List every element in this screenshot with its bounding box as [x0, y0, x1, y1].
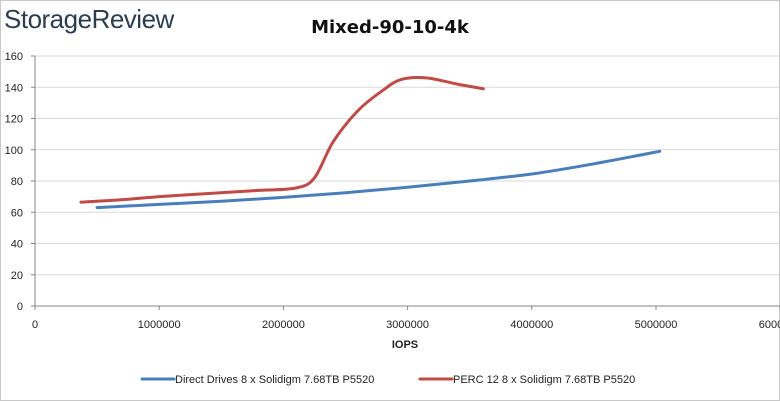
- x-tick-label-3000000: 3000000: [386, 319, 429, 331]
- x-tick-label-0: 0: [32, 319, 38, 331]
- legend: Direct Drives 8 x Solidigm 7.68TB P5520 …: [140, 374, 635, 386]
- storagereview-logo: StorageReview: [4, 4, 175, 34]
- y-tick-label-0: 0: [17, 301, 23, 313]
- x-tick-label-4000000: 4000000: [510, 319, 553, 331]
- series-line-direct-drives: [95, 149, 662, 210]
- y-tick-label-160: 160: [5, 51, 23, 63]
- y-axis-ticks: 0 20 40 60 80 100 120 140 160: [5, 51, 35, 313]
- y-tick-label-140: 140: [5, 82, 23, 94]
- y-tick-label-60: 60: [11, 207, 23, 219]
- series-line-perc-12: [79, 75, 485, 204]
- x-tick-label-2000000: 2000000: [262, 319, 305, 331]
- x-axis-label: IOPS: [392, 339, 418, 351]
- legend-label-perc-12: PERC 12 8 x Solidigm 7.68TB P5520: [453, 374, 635, 386]
- x-axis-ticks: 0 1000000 2000000 3000000 4000000 5000000 6000…: [32, 306, 780, 331]
- x-tick-label-6000000: 6000000: [759, 319, 780, 331]
- x-tick-label-5000000: 5000000: [635, 319, 678, 331]
- series-lines: [79, 75, 662, 210]
- y-tick-label-20: 20: [11, 270, 23, 282]
- y-tick-label-100: 100: [5, 145, 23, 157]
- legend-label-direct-drives: Direct Drives 8 x Solidigm 7.68TB P5520: [175, 374, 374, 386]
- gridlines: [35, 55, 780, 276]
- chart-title: Mixed-90-10-4k: [311, 17, 470, 38]
- x-tick-label-1000000: 1000000: [138, 319, 181, 331]
- y-tick-label-80: 80: [11, 176, 23, 188]
- y-tick-label-40: 40: [11, 239, 23, 251]
- y-tick-label-120: 120: [5, 114, 23, 126]
